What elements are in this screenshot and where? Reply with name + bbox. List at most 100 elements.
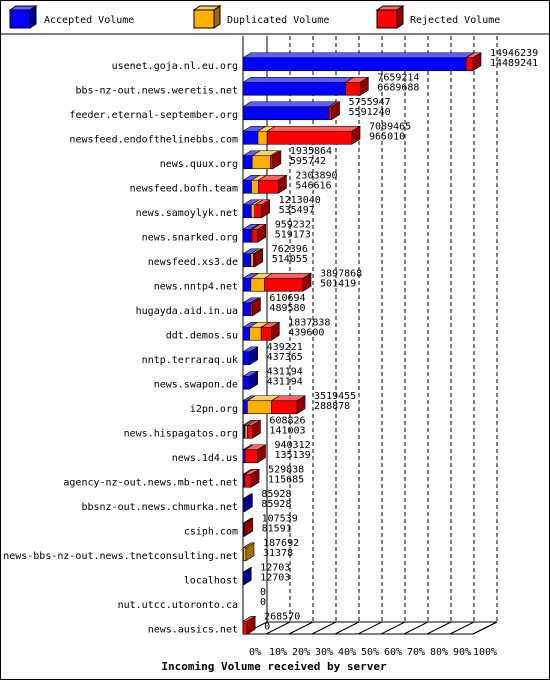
accepted-value-label: 288878 bbox=[314, 401, 350, 412]
bar-side bbox=[359, 76, 369, 96]
bar-segment-rejected bbox=[247, 424, 253, 439]
bar-segment-rejected bbox=[258, 179, 279, 194]
bar-segment-rejected bbox=[264, 277, 304, 292]
accepted-value-label: 31378 bbox=[263, 548, 293, 559]
total-value-label: 7659214 bbox=[377, 72, 419, 83]
category-label: localhost bbox=[184, 575, 238, 586]
bar-segment-duplicated bbox=[244, 424, 248, 439]
grid-floor-line bbox=[288, 621, 314, 635]
category-label: nntp.terraraq.uk bbox=[142, 355, 238, 366]
accepted-value-label: 535497 bbox=[279, 205, 315, 216]
category-label: hugayda.aid.in.ua bbox=[136, 306, 238, 317]
total-value-label: 3519455 bbox=[314, 391, 356, 402]
bar-segment-rejected bbox=[260, 326, 272, 341]
category-label: usenet.goja.nl.eu.org bbox=[112, 61, 238, 72]
bar-side bbox=[270, 321, 280, 341]
total-value-label: 1935864 bbox=[290, 146, 332, 157]
total-value-label: 3897868 bbox=[320, 268, 362, 279]
total-value-label: 1837838 bbox=[288, 317, 330, 328]
legend: Accepted Volume Duplicated Volume Reject… bbox=[8, 5, 500, 29]
category-label: news.quux.org bbox=[160, 159, 238, 170]
category-label: news.samoylyk.net bbox=[136, 208, 238, 219]
bar-segment-rejected bbox=[271, 400, 298, 415]
bar-group: agency-nz-out.news.mb-net.net 52983811568… bbox=[63, 464, 304, 488]
bar-segment-accepted bbox=[242, 155, 253, 170]
category-label: csiph.com bbox=[184, 526, 238, 537]
category-label: bbsnz-out.news.chmurka.net bbox=[81, 502, 238, 513]
category-label: news.ausics.net bbox=[148, 624, 238, 635]
bar-segment-accepted bbox=[242, 302, 251, 317]
bar-segment-duplicated bbox=[251, 155, 271, 170]
x-tick-label: 60% bbox=[384, 647, 402, 658]
bar-segment-rejected bbox=[465, 57, 474, 72]
bar-side bbox=[331, 101, 340, 121]
legend-label-rejected: Rejected Volume bbox=[410, 15, 500, 26]
bar-segment-accepted bbox=[242, 375, 250, 390]
total-value-label: 14946239 bbox=[490, 48, 538, 59]
bar-side bbox=[296, 395, 306, 415]
total-value-label: 610694 bbox=[269, 293, 305, 304]
bar-segment-accepted bbox=[242, 179, 252, 194]
bar-side bbox=[245, 542, 255, 562]
bar-top-accepted bbox=[241, 101, 339, 108]
bar-side bbox=[272, 150, 282, 170]
bar-side bbox=[254, 248, 264, 268]
accepted-value-label: 141003 bbox=[269, 425, 305, 436]
grid-floor-line bbox=[380, 621, 406, 635]
x-tick-label: 30% bbox=[315, 647, 333, 658]
legend-swatch-accepted bbox=[9, 9, 31, 29]
grid-floor-line bbox=[357, 621, 383, 635]
total-value-label: 439221 bbox=[267, 342, 303, 353]
bar-side bbox=[246, 615, 256, 635]
bar-side bbox=[249, 370, 258, 390]
bar-segment-accepted bbox=[242, 57, 467, 72]
bar-segment-rejected bbox=[242, 620, 248, 635]
accepted-value-label: 489580 bbox=[269, 303, 305, 314]
grid-floor-line bbox=[265, 621, 291, 635]
bar-side bbox=[252, 297, 261, 317]
accepted-value-label: 431194 bbox=[267, 376, 303, 387]
total-value-label: 187692 bbox=[263, 538, 299, 549]
bar-segment-accepted bbox=[242, 400, 248, 415]
bar-segment-rejected bbox=[244, 449, 258, 464]
x-tick-label: 0% bbox=[249, 647, 261, 658]
bar-segment-accepted bbox=[242, 130, 259, 145]
category-label: news-bbs-nz-out.news.tnetconsulting.net bbox=[3, 551, 238, 562]
category-label: news.snarked.org bbox=[142, 232, 238, 243]
bar-segment-rejected bbox=[328, 106, 332, 121]
legend-item-duplicated: Duplicated Volume bbox=[192, 5, 329, 29]
bar-top-rejected bbox=[266, 125, 362, 132]
bar-side bbox=[252, 419, 261, 439]
total-value-label: 1213040 bbox=[279, 195, 321, 206]
total-value-label: 268570 bbox=[264, 611, 300, 622]
bar-side bbox=[351, 125, 361, 145]
x-tick-label: 40% bbox=[338, 647, 356, 658]
bar-group: bbs-nz-out.news.weretis.net 7659214668968… bbox=[75, 72, 419, 96]
total-value-label: 7089465 bbox=[369, 121, 411, 132]
bar-segment-accepted bbox=[242, 326, 250, 341]
accepted-value-label: 0 bbox=[264, 621, 270, 632]
x-axis-title: Incoming Volume received by server bbox=[161, 660, 387, 673]
total-value-label: 529838 bbox=[268, 464, 304, 475]
total-value-label: 762396 bbox=[272, 244, 308, 255]
bar-segment-accepted bbox=[242, 424, 246, 439]
total-value-label: 107539 bbox=[262, 513, 298, 524]
x-tick-label: 50% bbox=[361, 647, 379, 658]
category-label: newsfeed.xs3.de bbox=[148, 257, 238, 268]
accepted-value-label: 595742 bbox=[290, 156, 326, 167]
bar-top-accepted bbox=[241, 76, 355, 83]
bar-segment-duplicated bbox=[251, 179, 259, 194]
bar-group: nut.utcc.utoronto.ca 00 bbox=[118, 587, 266, 611]
bar-segment-accepted bbox=[242, 106, 330, 121]
legend-item-accepted: Accepted Volume bbox=[8, 5, 134, 29]
